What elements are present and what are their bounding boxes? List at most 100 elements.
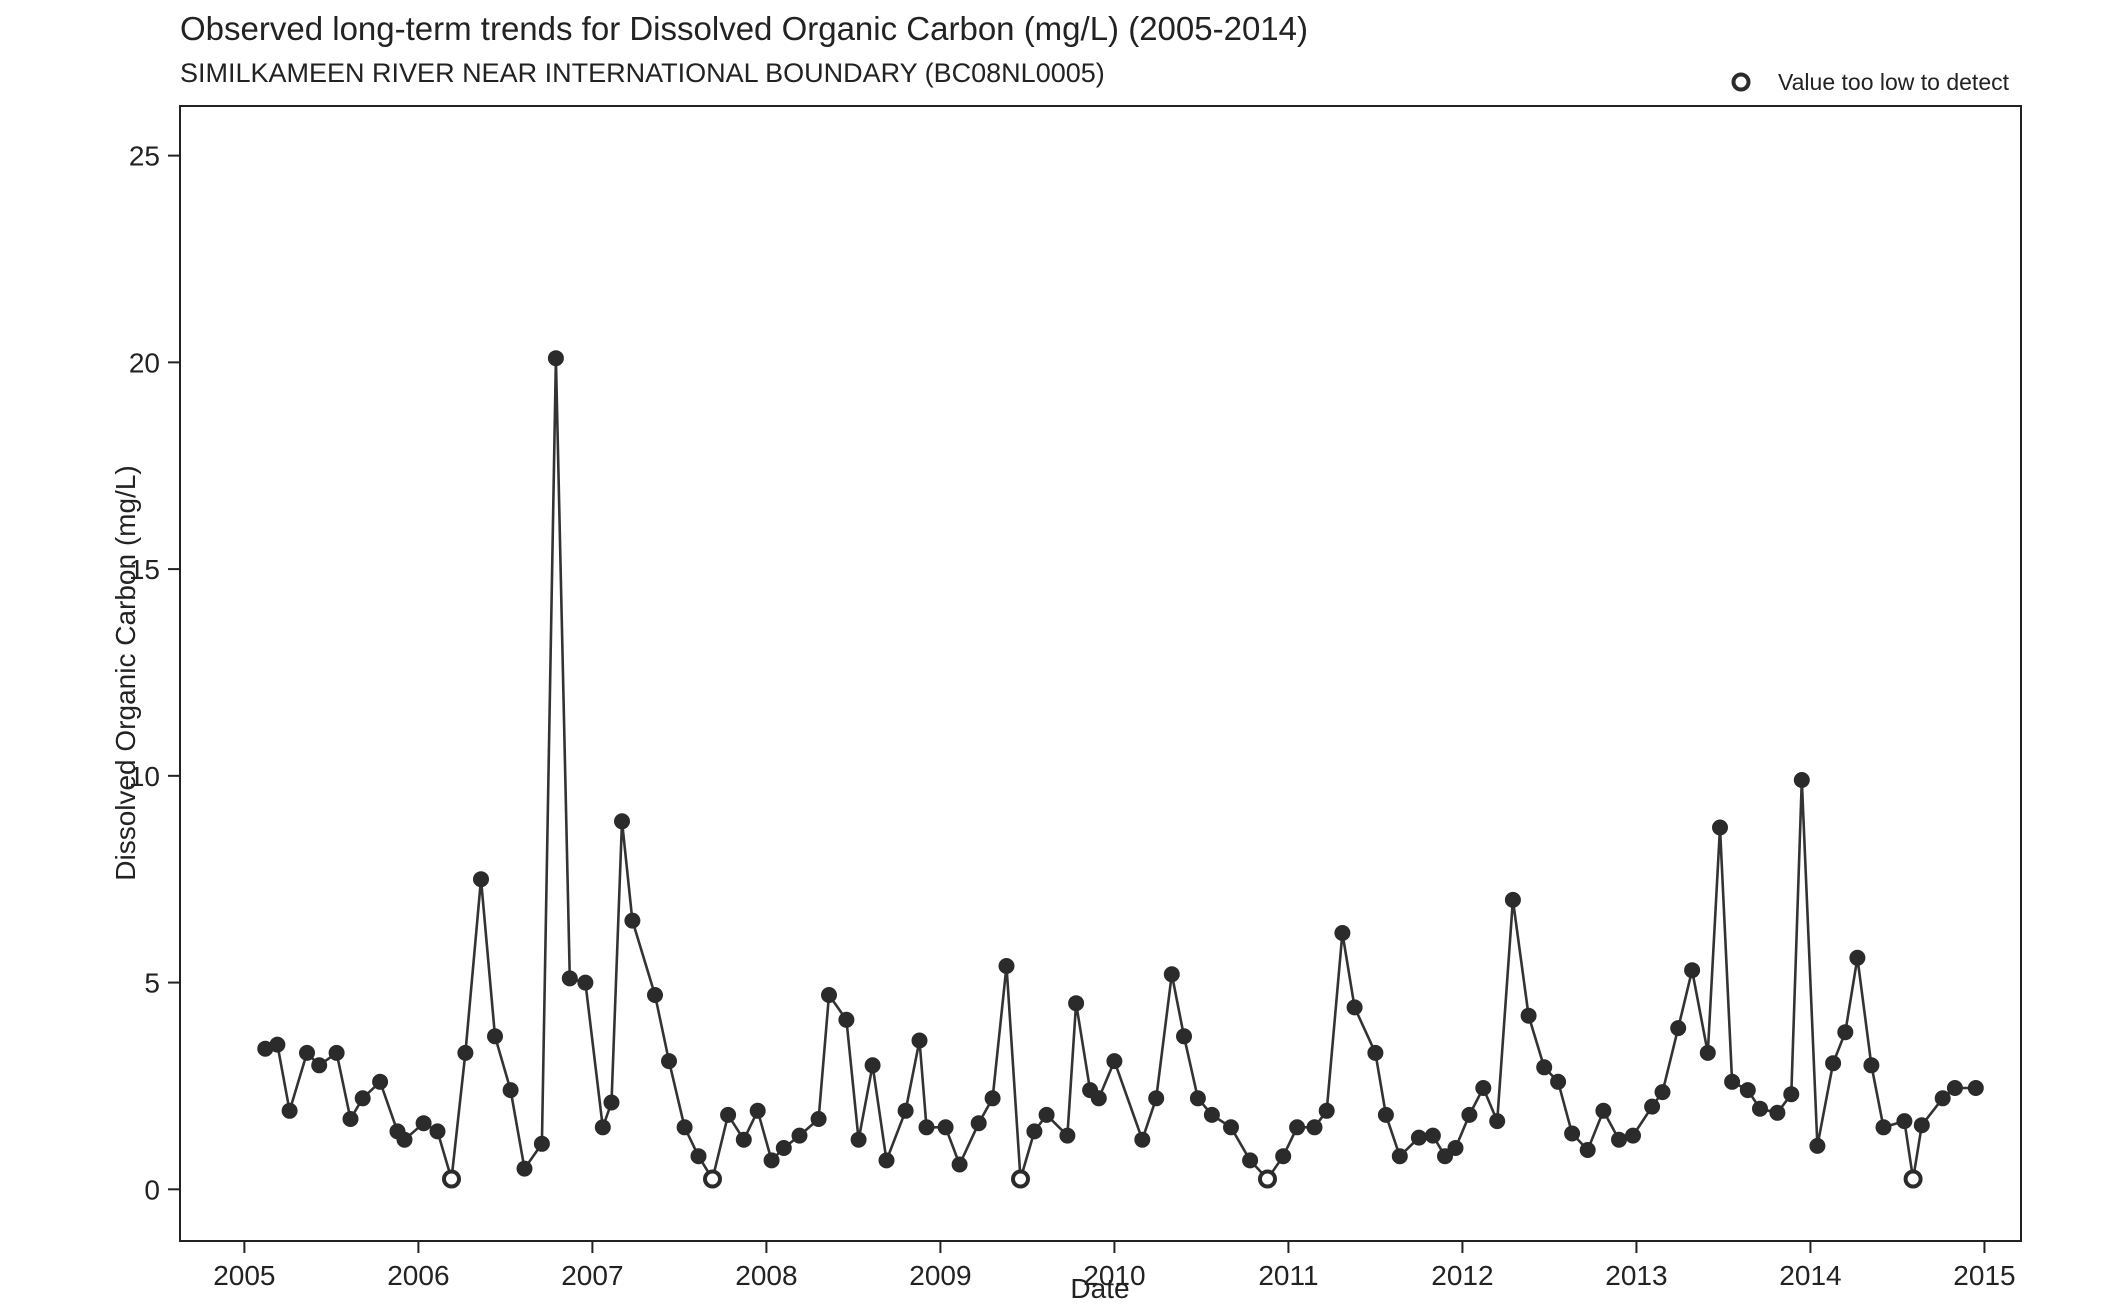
data-point (897, 1102, 914, 1119)
data-point (354, 1090, 371, 1107)
data-point (1090, 1090, 1107, 1107)
data-point (1410, 1129, 1427, 1146)
data-point-below-detection (1903, 1169, 1923, 1189)
data-point (1875, 1119, 1892, 1136)
data-point (864, 1057, 881, 1074)
data-point (561, 970, 578, 987)
data-point (1134, 1131, 1151, 1148)
x-tick-label: 2015 (1953, 1260, 2015, 1291)
x-tick-label: 2009 (909, 1260, 971, 1291)
data-point (1391, 1148, 1408, 1165)
data-point (1318, 1102, 1335, 1119)
data-point (1346, 999, 1363, 1016)
data-point (1724, 1073, 1741, 1090)
data-point-below-detection (703, 1169, 722, 1189)
data-point (473, 871, 489, 888)
series-line (264, 356, 1976, 1181)
data-point (647, 987, 663, 1003)
data-point (720, 1106, 737, 1123)
data-point (1625, 1127, 1641, 1144)
data-point (1475, 1080, 1492, 1096)
x-tick-label: 2013 (1605, 1260, 1667, 1291)
data-point (1837, 1024, 1854, 1041)
y-tick-label: 0 (144, 1174, 160, 1205)
data-point (1934, 1090, 1951, 1107)
data-point (735, 1131, 752, 1148)
data-point (547, 350, 564, 367)
data-point (1849, 949, 1866, 966)
data-point (1579, 1142, 1596, 1158)
data-point (763, 1152, 780, 1169)
x-axis-title: Date (1070, 1273, 1129, 1304)
data-point (1550, 1073, 1567, 1090)
data-point (1059, 1127, 1076, 1144)
data-point (533, 1135, 550, 1152)
data-point (1752, 1100, 1768, 1117)
y-axis-title: Dissolved Organic Carbon (mg/L) (110, 465, 141, 881)
data-point (1437, 1148, 1453, 1165)
data-point (1306, 1119, 1323, 1136)
data-point (1461, 1106, 1478, 1123)
y-tick-label: 5 (144, 968, 160, 999)
data-point (502, 1082, 519, 1099)
data-point (1334, 925, 1351, 941)
data-point (676, 1119, 693, 1136)
chart-subtitle: SIMILKAMEEN RIVER NEAR INTERNATIONAL BOU… (180, 58, 1105, 88)
data-point (1793, 772, 1810, 788)
data-point (1809, 1137, 1826, 1154)
data-point-below-detection (1258, 1169, 1277, 1189)
data-point (1595, 1102, 1612, 1119)
data-point (1654, 1084, 1671, 1101)
data-point (1644, 1098, 1661, 1115)
y-axis: 0 5 10 15 20 25 (129, 141, 180, 1205)
data-point (1699, 1044, 1716, 1061)
data-point (603, 1094, 620, 1111)
legend-low-detect-label: Value too low to detect (1778, 69, 2010, 95)
x-tick-label: 2012 (1431, 1260, 1493, 1291)
data-point (594, 1119, 611, 1136)
data-point (850, 1131, 867, 1148)
data-point (1038, 1106, 1055, 1123)
data-point (487, 1028, 503, 1045)
data-point (1783, 1086, 1800, 1103)
data-point (878, 1152, 895, 1169)
data-point (1564, 1125, 1581, 1142)
x-tick-label: 2007 (561, 1260, 623, 1291)
x-tick-label: 2011 (1258, 1260, 1318, 1291)
data-point (342, 1111, 359, 1127)
x-tick-label: 2014 (1779, 1260, 1841, 1291)
data-point (911, 1032, 928, 1049)
data-point (281, 1102, 298, 1119)
data-point (429, 1123, 446, 1140)
data-point (311, 1057, 328, 1074)
data-point (998, 958, 1015, 974)
x-tick-label: 2005 (213, 1260, 275, 1291)
data-point (1670, 1020, 1687, 1037)
data-point (372, 1073, 389, 1090)
data-point (951, 1156, 968, 1173)
data-point (1026, 1123, 1043, 1140)
data-point (577, 974, 594, 991)
data-point (690, 1148, 707, 1165)
data-point (1896, 1113, 1913, 1130)
data-point (1289, 1119, 1306, 1136)
data-points (257, 350, 1984, 1189)
data-point (1946, 1080, 1963, 1096)
x-tick-label: 2010 (1083, 1260, 1145, 1291)
data-point (821, 987, 837, 1003)
data-point (1967, 1080, 1984, 1096)
data-point (1203, 1106, 1220, 1123)
data-point (328, 1044, 345, 1061)
data-point (1424, 1127, 1441, 1144)
data-point (457, 1044, 474, 1061)
y-tick-label: 20 (129, 347, 160, 378)
data-point (1536, 1059, 1553, 1076)
data-point (984, 1090, 1001, 1107)
data-point (1504, 891, 1521, 908)
data-point (1825, 1055, 1842, 1072)
data-point (1242, 1152, 1259, 1169)
data-point (1377, 1106, 1394, 1123)
data-point (1684, 962, 1701, 979)
data-point (269, 1036, 286, 1053)
